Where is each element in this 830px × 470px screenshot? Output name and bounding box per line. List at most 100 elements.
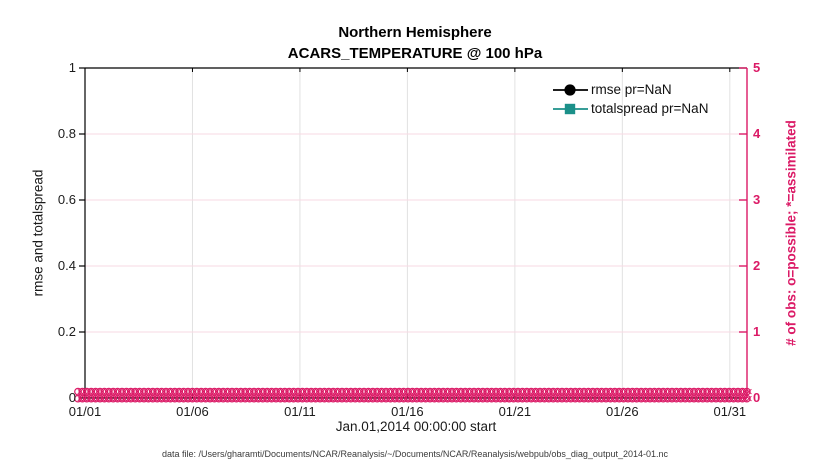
obs-assimilated-marker — [394, 395, 400, 402]
obs-possible-marker — [351, 394, 360, 403]
obs-assimilated-marker — [288, 395, 295, 402]
obs-possible-marker — [324, 394, 333, 403]
y-right-tick-label: 2 — [753, 258, 761, 273]
obs-assimilated-marker — [684, 395, 691, 402]
obs-assimilated-marker — [354, 388, 361, 395]
obs-possible-marker — [637, 394, 646, 403]
obs-assimilated-marker — [130, 388, 136, 395]
x-tick-label: 01/01 — [68, 404, 102, 419]
obs-possible-marker — [470, 394, 478, 403]
obs-assimilated-marker — [438, 395, 444, 402]
obs-possible-marker — [298, 394, 307, 403]
totalspread-line-marker-icon — [553, 103, 588, 114]
obs-assimilated-marker — [636, 395, 642, 402]
obs-possible-marker — [377, 394, 386, 403]
obs-assimilated-marker — [328, 395, 334, 402]
obs-assimilated-marker — [117, 388, 123, 395]
obs-possible-marker — [536, 394, 544, 403]
obs-assimilated-marker — [284, 388, 290, 395]
obs-assimilated-marker — [715, 395, 721, 402]
obs-assimilated-marker — [249, 388, 255, 395]
obs-assimilated-marker — [297, 388, 303, 395]
obs-assimilated-marker — [174, 388, 180, 395]
obs-assimilated-marker — [125, 388, 132, 395]
obs-assimilated-marker — [662, 395, 669, 402]
obs-assimilated-marker — [473, 388, 479, 395]
obs-assimilated-marker — [275, 395, 281, 402]
obs-assimilated-marker — [191, 395, 198, 402]
obs-possible-marker — [135, 394, 144, 403]
y-right-tick-label: 3 — [753, 192, 761, 207]
obs-assimilated-marker — [649, 395, 655, 402]
obs-assimilated-marker — [429, 388, 435, 395]
obs-possible-marker — [113, 394, 122, 403]
obs-assimilated-marker — [697, 388, 704, 395]
obs-assimilated-marker — [667, 395, 673, 402]
obs-assimilated-marker — [442, 388, 449, 395]
y-left-tick-label: 0.6 — [57, 192, 76, 207]
obs-possible-marker — [157, 394, 166, 403]
obs-assimilated-marker — [240, 388, 246, 395]
x-tick-label: 01/11 — [284, 404, 316, 419]
obs-assimilated-marker — [218, 388, 224, 395]
obs-assimilated-marker — [209, 388, 215, 395]
obs-possible-marker — [96, 394, 104, 403]
obs-possible-marker — [588, 394, 597, 403]
obs-possible-marker — [716, 394, 725, 403]
obs-assimilated-marker — [112, 388, 119, 395]
obs-possible-marker — [566, 394, 575, 403]
obs-possible-marker — [280, 394, 289, 403]
obs-assimilated-marker — [403, 388, 409, 395]
obs-assimilated-marker — [147, 388, 154, 395]
chart-title: Northern Hemisphere — [338, 24, 492, 41]
obs-assimilated-marker — [605, 395, 611, 402]
obs-possible-marker — [316, 394, 324, 403]
obs-assimilated-marker — [570, 395, 576, 402]
obs-assimilated-marker — [187, 395, 193, 402]
obs-possible-marker — [329, 394, 338, 403]
y-left-tick-label: 0.8 — [57, 126, 76, 141]
obs-assimilated-marker — [552, 395, 559, 402]
obs-assimilated-marker — [719, 395, 726, 402]
x-tick-label: 01/16 — [391, 404, 424, 419]
obs-assimilated-marker — [297, 395, 303, 402]
obs-possible-marker — [258, 394, 267, 403]
obs-assimilated-marker — [367, 395, 374, 402]
obs-possible-marker — [360, 394, 368, 403]
obs-assimilated-marker — [460, 388, 466, 395]
obs-assimilated-marker — [689, 395, 695, 402]
obs-assimilated-marker — [592, 395, 598, 402]
obs-possible-marker — [575, 394, 584, 403]
obs-possible-marker — [250, 394, 258, 403]
obs-assimilated-marker — [205, 388, 211, 395]
obs-assimilated-marker — [561, 395, 567, 402]
obs-assimilated-marker — [636, 388, 642, 395]
legend: rmse pr=NaN totalspread pr=NaN — [552, 81, 708, 117]
obs-assimilated-marker — [662, 388, 669, 395]
obs-assimilated-marker — [222, 395, 229, 402]
obs-possible-marker — [676, 394, 685, 403]
obs-possible-marker — [518, 394, 527, 403]
obs-assimilated-marker — [363, 388, 369, 395]
obs-assimilated-marker — [376, 395, 383, 402]
obs-assimilated-marker — [169, 395, 176, 402]
obs-assimilated-marker — [658, 388, 664, 395]
obs-assimilated-marker — [447, 395, 453, 402]
obs-possible-marker — [219, 394, 228, 403]
obs-assimilated-marker — [235, 388, 242, 395]
obs-assimilated-marker — [359, 395, 365, 402]
obs-assimilated-marker — [301, 388, 308, 395]
obs-assimilated-marker — [711, 388, 717, 395]
y-left-tick-label: 0.4 — [57, 258, 76, 273]
obs-possible-marker — [276, 394, 285, 403]
x-tick-label: 01/26 — [606, 404, 639, 419]
obs-assimilated-marker — [517, 388, 523, 395]
obs-assimilated-marker — [737, 388, 743, 395]
obs-assimilated-marker — [447, 388, 453, 395]
obs-assimilated-marker — [389, 395, 396, 402]
obs-assimilated-marker — [363, 395, 369, 402]
obs-possible-marker — [602, 394, 610, 403]
obs-assimilated-marker — [266, 388, 273, 395]
obs-assimilated-marker — [165, 395, 171, 402]
obs-possible-marker — [729, 394, 738, 403]
